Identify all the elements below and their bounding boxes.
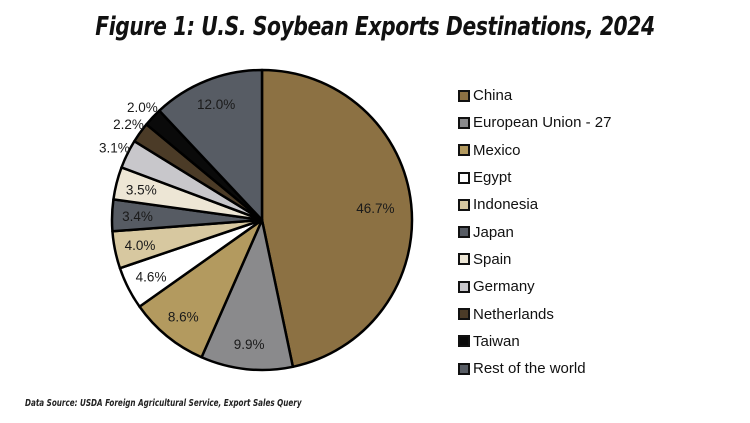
legend-label: China bbox=[473, 87, 513, 105]
pie-slice-china bbox=[260, 68, 414, 369]
legend-item: Japan bbox=[458, 218, 611, 245]
legend-swatch-icon bbox=[458, 362, 470, 375]
slice-label: 2.2% bbox=[113, 117, 144, 132]
legend-item: European Union - 27 bbox=[458, 109, 611, 136]
legend-label: Taiwan bbox=[473, 332, 520, 350]
legend-swatch-icon bbox=[458, 89, 470, 102]
legend-item: Germany bbox=[458, 273, 611, 300]
legend-item: Indonesia bbox=[458, 191, 611, 218]
legend-item: Rest of the world bbox=[458, 355, 611, 382]
slice-label: 2.0% bbox=[127, 100, 158, 115]
legend-label: Rest of the world bbox=[473, 360, 586, 378]
legend-label: Egypt bbox=[473, 169, 512, 187]
slice-label: 8.6% bbox=[168, 309, 199, 324]
slice-label: 46.7% bbox=[356, 201, 394, 216]
slice-label: 4.0% bbox=[125, 238, 156, 253]
legend-swatch-icon bbox=[458, 308, 470, 321]
legend-swatch-icon bbox=[458, 226, 470, 239]
legend-swatch-icon bbox=[458, 144, 470, 157]
legend-label: Netherlands bbox=[473, 305, 554, 323]
legend-label: Mexico bbox=[473, 141, 521, 159]
legend-label: European Union - 27 bbox=[473, 114, 612, 132]
pie-slice-european-union-27 bbox=[200, 218, 295, 372]
data-source-note: Data Source: USDA Foreign Agricultural S… bbox=[25, 398, 302, 409]
legend-label: Germany bbox=[473, 278, 535, 296]
slice-label: 3.5% bbox=[126, 182, 157, 197]
legend: China European Union - 27 Mexico Egypt Indon… bbox=[458, 82, 611, 382]
slice-label: 9.9% bbox=[234, 337, 265, 352]
chart-title: Figure 1: U.S. Soybean Exports Destinati… bbox=[95, 12, 655, 42]
legend-swatch-icon bbox=[458, 253, 470, 266]
legend-label: Japan bbox=[473, 223, 514, 241]
legend-swatch-icon bbox=[458, 280, 470, 293]
pie-slice-rest-of-the-world bbox=[158, 68, 264, 222]
slice-label: 4.6% bbox=[136, 270, 167, 285]
legend-item: Egypt bbox=[458, 164, 611, 191]
legend-swatch-icon bbox=[458, 171, 470, 184]
slice-label: 3.4% bbox=[122, 209, 153, 224]
legend-item: Taiwan bbox=[458, 328, 611, 355]
legend-item: Mexico bbox=[458, 137, 611, 164]
legend-item: Spain bbox=[458, 246, 611, 273]
legend-swatch-icon bbox=[458, 116, 470, 129]
slice-label: 12.0% bbox=[197, 97, 235, 112]
legend-swatch-icon bbox=[458, 335, 470, 348]
legend-swatch-icon bbox=[458, 198, 470, 211]
legend-label: Spain bbox=[473, 250, 512, 268]
legend-item: Netherlands bbox=[458, 300, 611, 327]
pie-slices bbox=[110, 68, 414, 372]
pie-labels: 46.7% 9.9% 8.6% 4.6% 4.0% 3.4% 3.5% 3.1% 2.2% 2.0… bbox=[99, 97, 394, 352]
slice-label: 3.1% bbox=[99, 140, 130, 155]
legend-item: China bbox=[458, 82, 611, 109]
legend-label: Indonesia bbox=[473, 196, 539, 214]
